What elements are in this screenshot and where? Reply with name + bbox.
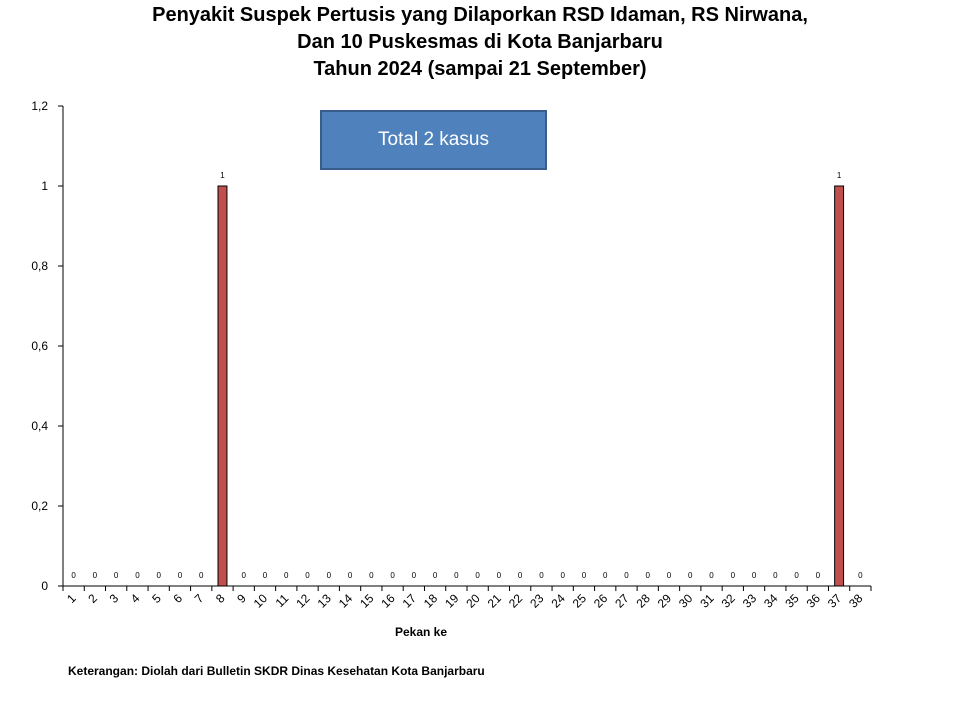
x-tick-label: 4: [128, 591, 143, 606]
data-label: 0: [454, 571, 459, 580]
x-tick-label: 23: [527, 591, 547, 611]
data-label: 0: [646, 571, 651, 580]
data-label: 0: [178, 571, 183, 580]
title-line-1: Penyakit Suspek Pertusis yang Dilaporkan…: [152, 4, 808, 26]
x-tick-label: 10: [251, 591, 271, 611]
x-tick-label: 15: [357, 591, 377, 611]
footnote: Keterangan: Diolah dari Bulletin SKDR Di…: [68, 664, 485, 678]
x-tick-label: 5: [149, 591, 164, 606]
data-label: 0: [518, 571, 523, 580]
data-label: 0: [242, 571, 247, 580]
data-label: 0: [305, 571, 310, 580]
title-line-2: Dan 10 Puskesmas di Kota Banjarbaru: [297, 31, 663, 53]
x-tick-label: 35: [782, 591, 802, 611]
data-label: 0: [560, 571, 565, 580]
y-tick-label: 1: [41, 179, 48, 193]
data-label: 0: [390, 571, 395, 580]
data-label: 0: [497, 571, 502, 580]
x-tick-label: 26: [591, 591, 611, 611]
data-label: 0: [199, 571, 204, 580]
y-tick-label: 0,2: [31, 499, 48, 513]
x-tick-label: 33: [740, 591, 760, 611]
x-tick-label: 27: [612, 591, 632, 611]
data-label: 0: [114, 571, 119, 580]
x-tick-label: 37: [825, 591, 845, 611]
x-tick-label: 20: [463, 591, 483, 611]
data-label: 0: [284, 571, 289, 580]
x-tick-label: 36: [804, 591, 824, 611]
data-label: 0: [667, 571, 672, 580]
x-tick-label: 14: [336, 591, 356, 611]
y-tick-label: 0,6: [31, 339, 48, 353]
data-label: 0: [794, 571, 799, 580]
x-tick-label: 3: [107, 591, 122, 606]
x-tick-label: 13: [315, 591, 335, 611]
y-tick-label: 0,4: [31, 419, 48, 433]
x-tick-label: 32: [719, 591, 739, 611]
data-label: 1: [837, 171, 842, 180]
x-tick-label: 1: [64, 591, 79, 606]
x-tick-label: 18: [421, 591, 441, 611]
data-label: 0: [624, 571, 629, 580]
x-tick-label: 8: [213, 591, 228, 606]
chart-title: Penyakit Suspek Pertusis yang Dilaporkan…: [0, 2, 960, 83]
x-tick-label: 24: [548, 591, 568, 611]
data-label: 0: [603, 571, 608, 580]
data-label: 0: [369, 571, 374, 580]
x-axis: 1 2 3 4 5 6 7 8 9 10 11 12 13 14 15 16 17 18 19 20 21 22 23 24 2…: [62, 585, 872, 611]
x-tick-label: 38: [846, 591, 866, 611]
y-axis: 0 0,2 0,4 0,6 0,8 1 1,2: [31, 99, 64, 593]
x-tick-label: 29: [655, 591, 675, 611]
y-tick-label: 0: [41, 579, 48, 593]
data-label: 0: [752, 571, 757, 580]
data-label: 0: [135, 571, 140, 580]
x-tick-label: 31: [697, 591, 717, 611]
x-tick-label: 17: [400, 591, 420, 611]
data-label: 0: [688, 571, 693, 580]
data-label: 0: [539, 571, 544, 580]
data-label: 0: [327, 571, 332, 580]
data-label: 0: [263, 571, 268, 580]
data-label: 1: [220, 171, 225, 180]
bar: [217, 185, 228, 587]
y-tick-label: 1,2: [31, 99, 48, 113]
x-tick-label: 7: [192, 591, 207, 606]
data-label: 0: [348, 571, 353, 580]
bars: [217, 185, 845, 587]
x-tick-label: 11: [273, 591, 292, 610]
x-tick-label: 16: [378, 591, 398, 611]
data-label: 0: [773, 571, 778, 580]
data-label: 0: [858, 571, 863, 580]
bar: [834, 185, 845, 587]
x-tick-label: 19: [442, 591, 462, 611]
x-tick-label: 2: [85, 591, 100, 606]
total-cases-label: Total 2 kasus: [378, 129, 489, 150]
data-labels: 0 0 0 0 0 0 0 1 0 0 0 0 0 0 0 0 0 0 0 0 0 0 0 0 0 0 0 0 0 0 0 0 0 0 0 0 1 0: [71, 171, 863, 580]
data-label: 0: [93, 571, 98, 580]
x-tick-label: 21: [485, 591, 505, 611]
title-line-3: Tahun 2024 (sampai 21 September): [313, 58, 647, 80]
x-axis-title: Pekan ke: [395, 625, 447, 639]
data-label: 0: [412, 571, 417, 580]
data-label: 0: [731, 571, 736, 580]
total-cases-box: Total 2 kasus: [320, 110, 547, 170]
data-label: 0: [582, 571, 587, 580]
x-tick-label: 30: [676, 591, 696, 611]
y-tick-label: 0,8: [31, 259, 48, 273]
data-label: 0: [816, 571, 821, 580]
data-label: 0: [156, 571, 161, 580]
data-label: 0: [709, 571, 714, 580]
x-tick-label: 12: [293, 591, 313, 611]
data-label: 0: [71, 571, 76, 580]
x-tick-label: 25: [570, 591, 590, 611]
x-tick-label: 6: [170, 591, 185, 606]
data-label: 0: [433, 571, 438, 580]
data-label: 0: [475, 571, 480, 580]
x-tick-label: 9: [234, 591, 249, 606]
x-tick-label: 22: [506, 591, 526, 611]
x-tick-label: 28: [634, 591, 654, 611]
x-tick-label: 34: [761, 591, 781, 611]
